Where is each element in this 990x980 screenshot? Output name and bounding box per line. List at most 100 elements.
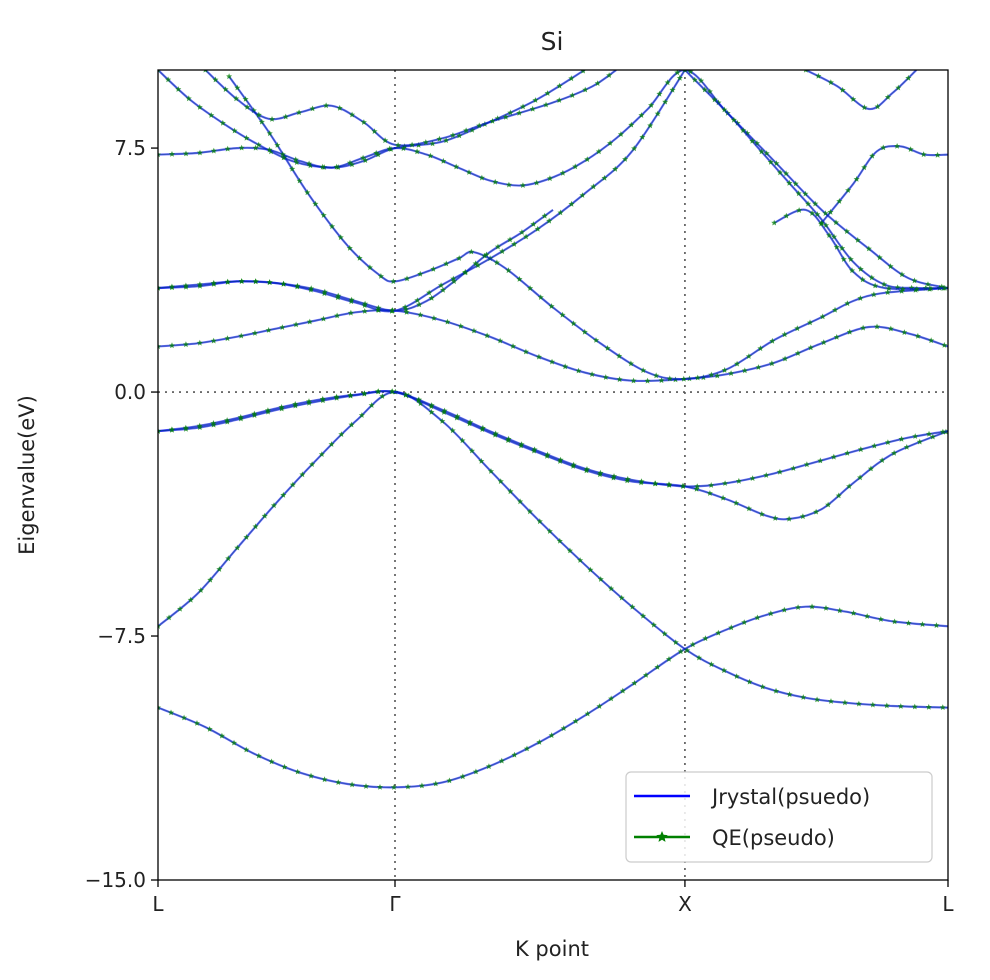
qe-star-marker (652, 480, 659, 487)
qe-star-marker (570, 320, 577, 327)
qe-star-marker (459, 437, 466, 444)
qe-star-marker (835, 492, 842, 499)
qe-star-marker (492, 430, 499, 437)
qe-star-marker (400, 145, 407, 152)
qe-star-marker (238, 278, 245, 284)
qe-star-marker (861, 164, 868, 171)
qe-star-marker (306, 399, 313, 406)
qe-star-marker (662, 98, 669, 105)
qe-star-marker (584, 156, 591, 162)
qe-star-marker (497, 478, 504, 484)
qe-star-marker (449, 427, 456, 434)
plot-frame (157, 69, 949, 881)
qe-star-marker (658, 377, 665, 384)
qe-star-marker (414, 148, 421, 155)
band-band-1 (158, 603, 948, 790)
qe-star-marker (323, 102, 330, 109)
qe-star-marker (182, 150, 189, 157)
qe-star-marker (905, 620, 912, 626)
qe-star-marker (234, 84, 241, 91)
qe-star-marker (212, 76, 219, 83)
qe-star-marker (280, 491, 287, 498)
qe-star-marker (279, 151, 286, 157)
x-tick-label: L (942, 892, 954, 916)
qe-star-marker (693, 485, 700, 492)
qe-star-marker (656, 90, 663, 97)
qe-star-marker (812, 200, 819, 207)
qe-star-marker (781, 331, 788, 338)
qe-star-marker (533, 179, 540, 186)
qe-star-marker (786, 515, 793, 522)
qe-star-marker (274, 142, 281, 148)
qe-star-marker (456, 255, 463, 261)
qe-star-marker (294, 768, 301, 775)
qe-star-marker (494, 243, 501, 250)
qe-star-marker (891, 618, 898, 625)
qe-star-marker (654, 110, 661, 117)
qe-star-marker (589, 371, 596, 377)
qe-star-marker (734, 360, 741, 367)
qe-star-marker (768, 360, 775, 367)
qe-star-marker (757, 345, 764, 352)
qe-star-marker (346, 159, 353, 166)
qe-star-marker (360, 119, 367, 125)
qe-star-marker (441, 407, 448, 414)
qe-star-marker (466, 169, 473, 175)
qe-star-marker (849, 267, 856, 274)
qe-star-marker (389, 307, 396, 314)
qe-star-marker (289, 165, 296, 172)
qe-star-marker (799, 513, 806, 520)
qe-star-marker (268, 758, 275, 765)
qe-star-marker (912, 433, 919, 439)
qe-star-marker (871, 442, 878, 449)
qe-star-marker (526, 508, 533, 515)
qe-star-marker (165, 76, 172, 83)
qe-star-marker (579, 192, 586, 198)
qe-star-marker (296, 109, 303, 116)
qe-star-marker (557, 209, 564, 216)
qe-star-marker (296, 177, 303, 184)
qe-star-marker (572, 718, 579, 724)
qe-star-marker (402, 391, 409, 398)
qe-star-marker (320, 315, 327, 322)
qe-star-marker (864, 613, 871, 619)
qe-star-marker (840, 256, 847, 262)
qe-star-marker (427, 152, 434, 159)
qe-star-marker (596, 703, 603, 709)
qe-star-marker (796, 207, 803, 213)
qe-star-marker (746, 678, 753, 685)
qe-star-marker (807, 344, 814, 351)
qe-star-marker (926, 430, 933, 437)
qe-star-marker (884, 94, 891, 100)
qe-star-marker (390, 278, 397, 285)
y-tick-label: 0.0 (114, 380, 146, 404)
qe-star-marker (497, 337, 504, 344)
qe-star-marker (505, 435, 512, 442)
qe-star-marker (566, 547, 573, 554)
x-tick-label: L (152, 892, 164, 916)
qe-star-marker (814, 696, 821, 703)
qe-star-marker (913, 285, 920, 292)
qe-star-marker (754, 614, 761, 621)
qe-star-marker (575, 367, 582, 374)
qe-star-marker (903, 444, 910, 450)
qe-star-marker (224, 335, 231, 342)
qe-star-marker (349, 111, 356, 118)
qe-star-marker (282, 113, 289, 120)
qe-star-marker (505, 181, 512, 188)
qe-star-marker (196, 281, 203, 288)
qe-star-marker (721, 667, 728, 674)
qe-star-marker (252, 278, 259, 285)
qe-star-marker (905, 74, 912, 81)
qe-star-marker (792, 180, 799, 187)
qe-star-marker (818, 219, 825, 226)
qe-star-marker (815, 72, 822, 79)
qe-star-marker (708, 661, 715, 667)
qe-star-marker (730, 116, 737, 123)
qe-star-marker (741, 367, 748, 374)
qe-star-marker (928, 337, 935, 344)
qe-star-marker (182, 425, 189, 432)
qe-star-marker (941, 342, 948, 348)
qe-star-marker (479, 424, 486, 431)
qe-star-marker (597, 469, 604, 476)
